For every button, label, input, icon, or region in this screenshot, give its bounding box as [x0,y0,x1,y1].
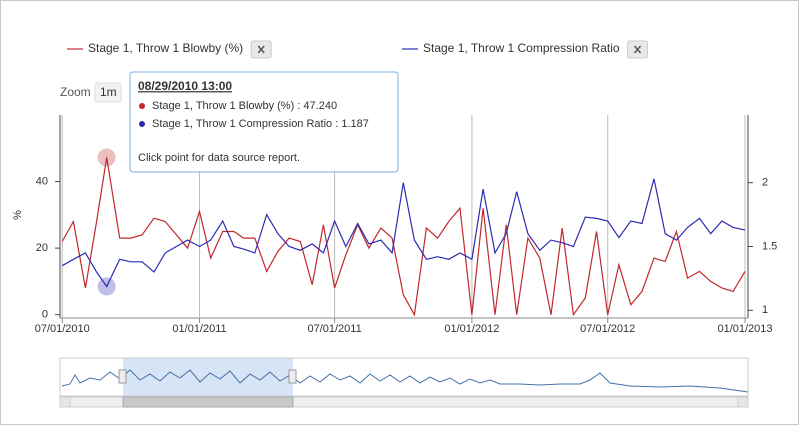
x-tick-label: 07/01/2010 [35,323,90,335]
y-axis-label: % [12,210,24,220]
tooltip-bullet [139,103,145,109]
zoom-button-bg[interactable] [94,82,122,103]
tooltip: 08/29/2010 13:00 Stage 1, Throw 1 Blowby … [129,71,399,173]
zoom-button[interactable]: 1m [100,85,117,99]
legend-label: Stage 1, Throw 1 Compression Ratio [423,41,620,55]
tooltip-footer: Click point for data source report. [138,152,300,164]
x-tick-label: 01/01/2013 [717,323,772,335]
tooltip-title: 08/29/2010 13:00 [138,79,232,93]
navigator-handle[interactable] [288,369,297,384]
navigator [59,357,749,408]
y-tick-label: 0 [42,309,48,321]
series-line [61,157,746,317]
x-tick-label: 07/01/2011 [307,323,361,335]
zoom-label: Zoom [60,85,91,99]
y-tick-label: 20 [36,242,48,254]
tooltip-box [129,71,399,173]
hover-marker[interactable] [97,277,116,296]
y2-tick-label: 1 [762,304,768,316]
scrollbar-button[interactable] [737,396,749,408]
series-line [61,178,746,288]
y-tick-label: 40 [36,175,48,187]
navigator-handle[interactable] [118,369,127,384]
navigator-selection [123,358,293,396]
legend-item[interactable]: Stage 1, Throw 1 Compression Ratio [402,40,649,59]
x-tick-label: 01/01/2012 [444,323,499,335]
y2-tick-label: 1.5 [762,240,777,252]
navigator-line [61,369,749,393]
legend-remove-icon [633,45,642,54]
scrollbar-thumb[interactable] [122,396,294,408]
x-tick-label: 01/01/2011 [172,323,226,335]
scrollbar-button[interactable] [59,396,71,408]
legend-remove-icon [257,45,265,54]
tooltip-bullet [139,121,145,127]
tooltip-line: Stage 1, Throw 1 Compression Ratio : 1.1… [152,118,369,130]
hover-marker[interactable] [97,148,116,167]
y2-tick-label: 2 [762,177,768,189]
x-tick-label: 07/01/2012 [580,323,635,335]
legend-item[interactable]: Stage 1, Throw 1 Blowby (%) [67,40,272,59]
legend-label: Stage 1, Throw 1 Blowby (%) [88,41,243,55]
tooltip-line: Stage 1, Throw 1 Blowby (%) : 47.240 [152,100,337,112]
